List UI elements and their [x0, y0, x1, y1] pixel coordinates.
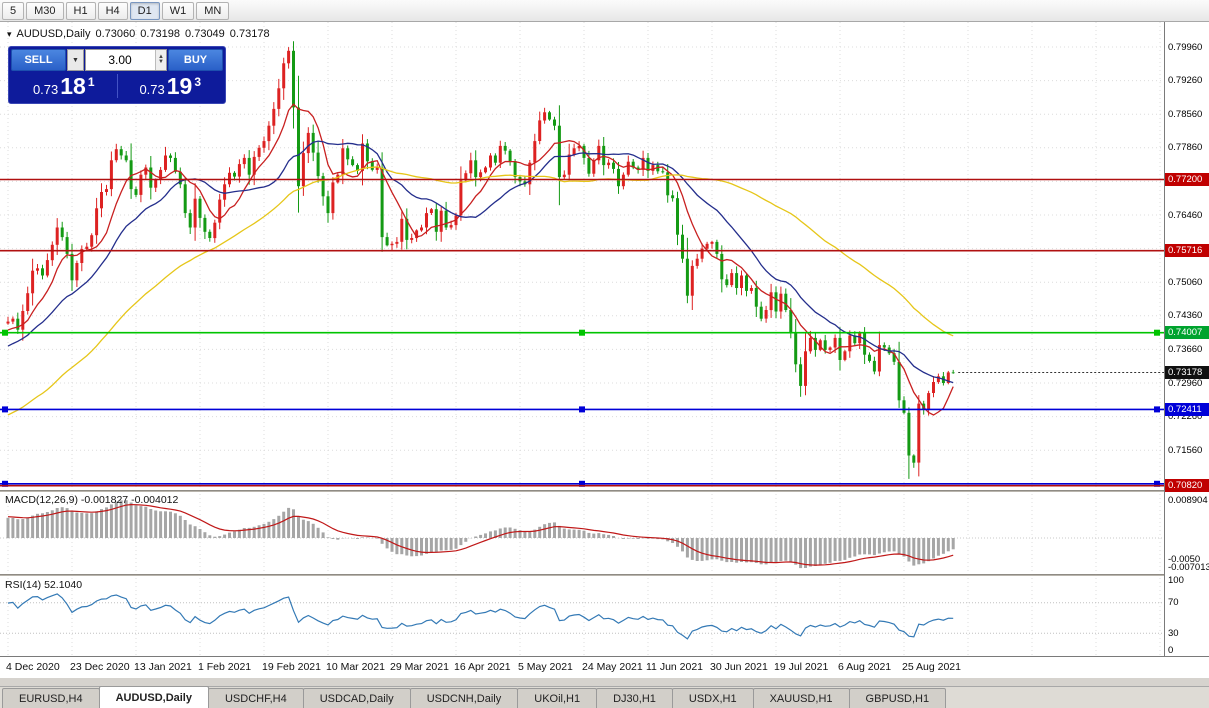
price-tick: 0.74360: [1168, 310, 1203, 322]
macd-tick: -0.007013: [1168, 562, 1209, 574]
stepper-down-icon: ▼: [158, 59, 164, 65]
price-line-badge: 0.77200: [1165, 172, 1209, 186]
price-line-badge: 0.72411: [1165, 402, 1209, 416]
ohlc-open: 0.73060: [95, 28, 136, 40]
date-label: 25 Aug 2021: [902, 661, 961, 673]
chart-window[interactable]: ▾ AUDUSD,Daily 0.73060 0.73198 0.73049 0…: [0, 22, 1209, 678]
chart-ohlc-header: ▾ AUDUSD,Daily 0.73060 0.73198 0.73049 0…: [7, 28, 270, 40]
volume-dropdown-button[interactable]: ▼: [67, 49, 84, 71]
tab-gbpusd-h1[interactable]: GBPUSD,H1: [848, 688, 947, 708]
price-divider: [116, 74, 118, 98]
rsi-tick: 100: [1168, 574, 1184, 586]
date-label: 29 Mar 2021: [390, 661, 449, 673]
sell-price-sup: 1: [87, 75, 95, 89]
ohlc-close: 0.73178: [229, 28, 270, 40]
chart-scroll-strip[interactable]: [0, 678, 1209, 686]
rsi-tick: 30: [1168, 627, 1179, 639]
timeframe-w1[interactable]: W1: [161, 1, 195, 20]
timeframe-5[interactable]: 5: [2, 1, 25, 20]
price-axis: 0.799600.792600.785600.778600.771600.764…: [1164, 22, 1209, 656]
date-label: 24 May 2021: [582, 661, 643, 673]
price-tick: 0.79960: [1168, 41, 1203, 53]
price-tick: 0.79260: [1168, 75, 1203, 87]
tab-usdx-h1[interactable]: USDX,H1: [671, 688, 754, 708]
tab-xauusd-h1[interactable]: XAUUSD,H1: [752, 688, 850, 708]
rsi-label: RSI(14) 52.1040: [5, 579, 83, 591]
date-label: 1 Feb 2021: [198, 661, 252, 673]
symbol-period-label: AUDUSD,Daily: [16, 28, 91, 40]
date-label: 6 Aug 2021: [838, 661, 892, 673]
macd-tick: -0.0050: [1168, 553, 1201, 565]
rsi-panel-separator[interactable]: [0, 574, 1209, 576]
time-axis: 4 Dec 2020 23 Dec 2020 13 Jan 2021 1 Feb 20…: [0, 657, 1209, 678]
tab-usdchf-h4[interactable]: USDCHF,H4: [207, 688, 304, 708]
volume-stepper[interactable]: ▲ ▼: [155, 50, 166, 70]
tab-eurusd-h4[interactable]: EURUSD,H4: [2, 688, 100, 708]
tab-dj30-h1[interactable]: DJ30,H1: [596, 688, 673, 708]
stepper-up-icon: ▲: [158, 54, 164, 60]
price-line-badge: 0.73178: [1165, 366, 1209, 380]
timeframe-toolbar: 5 M30 H1 H4 D1 W1 MN: [0, 0, 1209, 22]
buy-price-sup: 3: [194, 75, 202, 89]
sell-price-prefix: 0.73: [32, 82, 59, 97]
macd-tick: 0.008904: [1168, 494, 1208, 506]
ohlc-low: 0.73049: [185, 28, 225, 40]
tab-audusd-daily[interactable]: AUDUSD,Daily: [98, 686, 209, 708]
price-tick: 0.73660: [1168, 343, 1203, 355]
date-label: 19 Feb 2021: [262, 661, 321, 673]
volume-input[interactable]: [86, 50, 166, 70]
rsi-tick: 0: [1168, 645, 1174, 656]
buy-price-display[interactable]: 0.73 19 3: [118, 73, 224, 99]
sell-button[interactable]: SELL: [11, 49, 66, 71]
buy-price-prefix: 0.73: [139, 82, 165, 97]
sell-price-big: 18: [60, 73, 86, 99]
timeframe-d1[interactable]: D1: [129, 1, 160, 20]
price-tick: 0.76460: [1168, 209, 1203, 221]
price-line-badge: 0.70820: [1165, 479, 1209, 493]
timeframe-m30[interactable]: M30: [26, 1, 64, 20]
date-label: 5 May 2021: [518, 661, 573, 673]
price-line-badge: 0.75716: [1165, 244, 1209, 258]
date-label: 4 Dec 2020: [6, 661, 60, 673]
tab-ukoil-h1[interactable]: UKOil,H1: [517, 688, 598, 708]
tab-usdcnh-daily[interactable]: USDCNH,Daily: [409, 688, 519, 708]
price-tick: 0.78560: [1168, 108, 1203, 120]
ohlc-high: 0.73198: [140, 28, 181, 40]
timeframe-h1[interactable]: H1: [65, 1, 96, 20]
date-label: 13 Jan 2021: [134, 661, 192, 673]
price-tick: 0.72960: [1168, 377, 1203, 389]
time-axis-border: [0, 656, 1209, 657]
price-tick: 0.72260: [1168, 411, 1203, 423]
chevron-down-icon: ▼: [72, 56, 79, 64]
timeframe-mn[interactable]: MN: [196, 1, 230, 20]
tab-usdcad-daily[interactable]: USDCAD,Daily: [302, 688, 411, 708]
price-tick: 0.71560: [1168, 444, 1203, 456]
sell-price-display[interactable]: 0.73 18 1: [11, 73, 117, 99]
timeframe-h4[interactable]: H4: [97, 1, 128, 20]
price-tick: 0.77860: [1168, 142, 1203, 154]
candlestick-chart[interactable]: [0, 22, 1164, 678]
date-label: 30 Jun 2021: [710, 661, 768, 673]
macd-label: MACD(12,26,9) -0.001827 -0.004012: [5, 494, 179, 506]
rsi-tick: 70: [1168, 597, 1179, 609]
date-label: 11 Jun 2021: [646, 661, 704, 673]
buy-price-big: 19: [166, 73, 193, 99]
macd-panel-separator[interactable]: [0, 490, 1209, 492]
date-label: 23 Dec 2020: [70, 661, 130, 673]
date-label: 19 Jul 2021: [774, 661, 829, 673]
price-tick: 0.75060: [1168, 276, 1203, 288]
date-label: 16 Apr 2021: [454, 661, 511, 673]
date-label: 10 Mar 2021: [326, 661, 385, 673]
one-click-collapse-icon[interactable]: ▾: [7, 28, 12, 39]
chart-tabs-bar: EURUSD,H4 AUDUSD,Daily USDCHF,H4 USDCAD,Dai…: [0, 686, 1209, 708]
buy-button[interactable]: BUY: [168, 49, 223, 71]
price-line-badge: 0.74007: [1165, 326, 1209, 340]
